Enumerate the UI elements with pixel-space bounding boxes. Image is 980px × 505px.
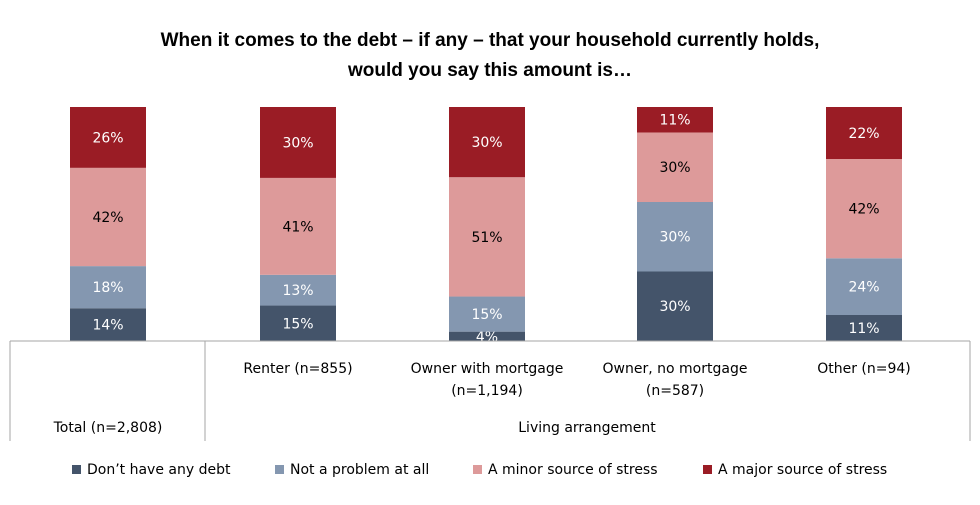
data-label: 51%	[471, 230, 502, 246]
bar-segment	[637, 132, 713, 202]
legend: Don’t have any debt Not a problem at all A…	[72, 462, 887, 478]
data-label: 18%	[92, 280, 123, 296]
data-label: 4%	[476, 329, 498, 345]
legend-label: Not a problem at all	[290, 462, 429, 478]
bar-segment	[449, 177, 525, 297]
bars-group: 14% 18% 42% 26% 15% 13% 41% 30% 4% 15% 51% 30% 30% 30…	[70, 107, 902, 345]
bar-segment	[826, 159, 902, 259]
bar-segment	[260, 177, 336, 275]
legend-label: Don’t have any debt	[87, 462, 231, 478]
category-label: Owner with mortgage	[411, 361, 564, 377]
bar-segment	[826, 107, 902, 159]
data-label: 26%	[92, 130, 123, 146]
legend-label: A minor source of stress	[488, 462, 658, 478]
data-label: 24%	[848, 280, 879, 296]
bar-segment	[826, 258, 902, 315]
bar-segment	[449, 107, 525, 178]
data-label: 11%	[659, 113, 690, 129]
data-label: 30%	[659, 160, 690, 176]
bar-segment	[70, 308, 146, 341]
data-label: 30%	[659, 299, 690, 315]
category-label: Owner, no mortgage	[603, 361, 748, 377]
category-label: Renter (n=855)	[243, 361, 352, 377]
bar-segment	[826, 315, 902, 341]
bar-segment	[70, 107, 146, 168]
category-axis	[9, 340, 971, 441]
bar-segment	[260, 107, 336, 178]
data-label: 30%	[471, 135, 502, 151]
data-label: 42%	[848, 202, 879, 218]
legend-swatch	[703, 465, 712, 474]
category-labels: Total (n=2,808) Renter (n=855) Owner with …	[53, 361, 911, 436]
data-label: 42%	[92, 210, 123, 226]
bar-segment	[260, 305, 336, 341]
legend-swatch	[275, 465, 284, 474]
category-label: Total (n=2,808)	[53, 420, 163, 436]
chart-title: When it comes to the debt – if any – tha…	[161, 30, 820, 51]
category-label-subline: (n=1,194)	[451, 383, 523, 399]
bar-segment	[637, 271, 713, 341]
data-label: 15%	[282, 316, 313, 332]
category-label: Other (n=94)	[817, 361, 911, 377]
bar-segment	[70, 266, 146, 309]
bar-segment	[637, 201, 713, 272]
group-label: Living arrangement	[518, 420, 656, 436]
data-label: 11%	[848, 321, 879, 337]
data-label: 30%	[282, 135, 313, 151]
data-label: 13%	[282, 283, 313, 299]
legend-swatch	[473, 465, 482, 474]
data-label: 30%	[659, 230, 690, 246]
bar-segment	[449, 331, 525, 341]
legend-swatch	[72, 465, 81, 474]
bar-segment	[449, 296, 525, 332]
chart-title-line2: would you say this amount is…	[347, 60, 632, 81]
data-label: 22%	[848, 126, 879, 142]
data-label: 14%	[92, 318, 123, 334]
data-label: 41%	[282, 219, 313, 235]
legend-label: A major source of stress	[718, 462, 887, 478]
category-label-subline: (n=587)	[646, 383, 704, 399]
data-label: 15%	[471, 307, 502, 323]
bar-segment	[637, 107, 713, 133]
bar-segment	[70, 167, 146, 267]
bar-segment	[260, 274, 336, 306]
